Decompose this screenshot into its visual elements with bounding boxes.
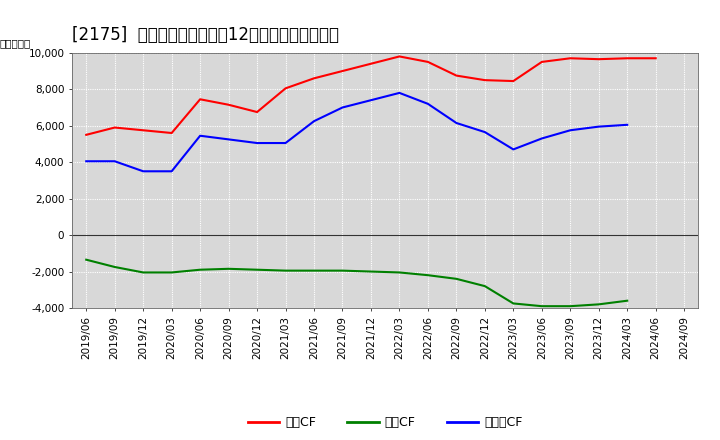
営業CF	[310, 76, 318, 81]
Line: 投資CF: 投資CF	[86, 260, 627, 306]
投資CF	[167, 270, 176, 275]
投資CF	[253, 267, 261, 272]
投資CF	[423, 272, 432, 278]
フリーCF	[395, 90, 404, 95]
フリーCF	[423, 101, 432, 106]
営業CF	[139, 128, 148, 133]
フリーCF	[452, 120, 461, 125]
フリーCF	[480, 129, 489, 135]
フリーCF	[225, 137, 233, 142]
投資CF	[595, 302, 603, 307]
投資CF	[509, 301, 518, 306]
営業CF	[366, 61, 375, 66]
投資CF	[139, 270, 148, 275]
Line: 営業CF: 営業CF	[86, 56, 656, 135]
フリーCF	[566, 128, 575, 133]
投資CF	[623, 298, 631, 303]
営業CF	[595, 56, 603, 62]
投資CF	[82, 257, 91, 262]
営業CF	[623, 55, 631, 61]
営業CF	[537, 59, 546, 65]
フリーCF	[537, 136, 546, 141]
投資CF	[480, 283, 489, 289]
Y-axis label: （百万円）: （百万円）	[0, 38, 31, 48]
投資CF	[537, 304, 546, 309]
フリーCF	[310, 118, 318, 124]
営業CF	[338, 68, 347, 73]
投資CF	[196, 267, 204, 272]
フリーCF	[282, 140, 290, 146]
フリーCF	[167, 169, 176, 174]
フリーCF	[139, 169, 148, 174]
営業CF	[167, 130, 176, 136]
営業CF	[225, 102, 233, 107]
Text: [2175]  キャッシュフローの12か月移動合計の推移: [2175] キャッシュフローの12か月移動合計の推移	[72, 26, 339, 44]
Line: フリーCF: フリーCF	[86, 93, 627, 171]
営業CF	[480, 77, 489, 83]
営業CF	[253, 110, 261, 115]
フリーCF	[509, 147, 518, 152]
投資CF	[282, 268, 290, 273]
投資CF	[110, 264, 119, 270]
営業CF	[423, 59, 432, 65]
営業CF	[395, 54, 404, 59]
フリーCF	[623, 122, 631, 128]
投資CF	[395, 270, 404, 275]
営業CF	[652, 55, 660, 61]
フリーCF	[595, 124, 603, 129]
営業CF	[509, 78, 518, 84]
フリーCF	[366, 98, 375, 103]
Legend: 営業CF, 投資CF, フリーCF: 営業CF, 投資CF, フリーCF	[243, 411, 528, 434]
投資CF	[310, 268, 318, 273]
フリーCF	[82, 158, 91, 164]
フリーCF	[196, 133, 204, 138]
営業CF	[566, 55, 575, 61]
投資CF	[452, 276, 461, 282]
投資CF	[366, 269, 375, 274]
投資CF	[225, 266, 233, 271]
フリーCF	[338, 105, 347, 110]
営業CF	[282, 86, 290, 91]
フリーCF	[110, 158, 119, 164]
フリーCF	[253, 140, 261, 146]
営業CF	[196, 97, 204, 102]
投資CF	[338, 268, 347, 273]
営業CF	[110, 125, 119, 130]
営業CF	[82, 132, 91, 137]
営業CF	[452, 73, 461, 78]
投資CF	[566, 304, 575, 309]
